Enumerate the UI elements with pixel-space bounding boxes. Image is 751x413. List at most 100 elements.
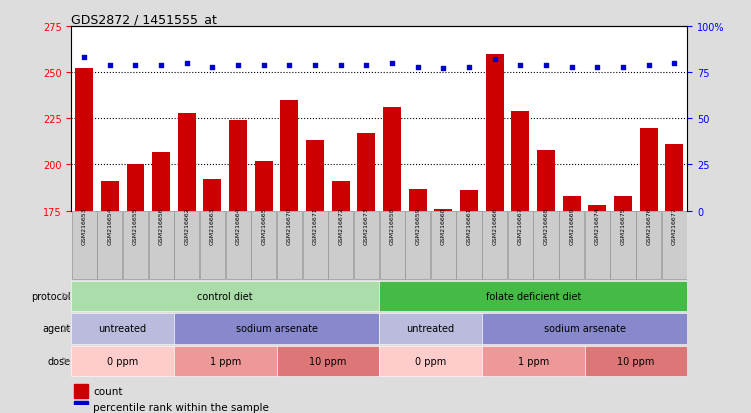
Point [386,60,398,67]
FancyBboxPatch shape [611,212,635,280]
Point [232,62,244,69]
Text: control diet: control diet [198,292,253,301]
Text: 0 ppm: 0 ppm [415,356,446,366]
FancyBboxPatch shape [457,212,481,280]
Point [643,62,655,69]
Text: GSM216663: GSM216663 [210,207,215,244]
Text: GSM216662: GSM216662 [184,207,189,244]
Point [514,62,526,69]
Text: 1 ppm: 1 ppm [210,356,241,366]
Bar [204,180,222,211]
FancyBboxPatch shape [252,212,276,280]
Text: untreated: untreated [98,324,146,334]
Point [668,60,680,67]
Text: GSM216653: GSM216653 [82,207,86,244]
Bar [74,401,88,413]
Point [181,60,193,67]
Text: 1 ppm: 1 ppm [517,356,549,366]
FancyBboxPatch shape [354,212,379,280]
Bar [409,189,427,211]
Bar [255,161,273,211]
Text: GSM216655: GSM216655 [133,207,138,244]
Bar [434,209,452,211]
FancyBboxPatch shape [636,212,661,280]
Point [617,64,629,71]
Text: folate deficient diet: folate deficient diet [486,292,581,301]
Text: GDS2872 / 1451555_at: GDS2872 / 1451555_at [71,13,217,26]
Bar [460,191,478,211]
Text: 10 ppm: 10 ppm [617,356,655,366]
Text: GSM216672: GSM216672 [338,206,343,244]
Point [412,64,424,71]
FancyBboxPatch shape [71,281,379,311]
Point [437,66,449,73]
Text: GSM216671: GSM216671 [312,207,318,244]
Point [540,62,552,69]
Text: GSM216656: GSM216656 [158,207,164,244]
FancyBboxPatch shape [379,212,405,280]
FancyBboxPatch shape [71,313,174,344]
Bar [101,182,119,211]
Text: count: count [93,386,122,396]
Point [129,62,141,69]
Bar [332,182,350,211]
Point [78,55,90,62]
FancyBboxPatch shape [482,346,584,376]
FancyBboxPatch shape [277,212,302,280]
Point [258,62,270,69]
Text: GSM216676: GSM216676 [646,207,651,244]
FancyBboxPatch shape [200,212,225,280]
Text: agent: agent [43,324,71,334]
Text: GSM216670: GSM216670 [287,207,292,244]
Text: GSM216658: GSM216658 [390,207,394,244]
FancyBboxPatch shape [149,212,173,280]
Text: GSM216669: GSM216669 [569,207,575,244]
FancyBboxPatch shape [406,212,430,280]
Bar [357,134,376,211]
Bar [229,121,247,211]
Point [360,62,372,69]
Point [463,64,475,71]
FancyBboxPatch shape [431,212,456,280]
Text: GSM216666: GSM216666 [492,207,497,244]
FancyBboxPatch shape [303,212,327,280]
Point [489,57,501,63]
Point [104,62,116,69]
Bar [306,141,324,211]
Text: GSM216664: GSM216664 [236,207,240,244]
Bar [280,101,298,211]
Point [591,64,603,71]
Bar [152,152,170,211]
Bar [486,55,504,211]
Bar [511,112,529,211]
Text: untreated: untreated [406,324,454,334]
Text: GSM216674: GSM216674 [595,206,600,244]
FancyBboxPatch shape [71,212,97,280]
Text: GSM216654: GSM216654 [107,207,113,244]
Point [155,62,167,69]
Text: dose: dose [48,356,71,366]
FancyBboxPatch shape [174,313,379,344]
Bar [383,108,401,211]
Text: percentile rank within the sample: percentile rank within the sample [93,403,269,413]
Bar [74,384,88,398]
Point [207,64,219,71]
Text: GSM216668: GSM216668 [544,207,548,244]
FancyBboxPatch shape [379,281,687,311]
Text: GSM216673: GSM216673 [364,206,369,244]
FancyBboxPatch shape [174,346,276,376]
Text: GSM216667: GSM216667 [518,207,523,244]
FancyBboxPatch shape [276,346,379,376]
Bar [178,114,196,211]
FancyBboxPatch shape [328,212,353,280]
Text: GSM216675: GSM216675 [620,207,626,244]
Bar [665,145,683,211]
Text: GSM216659: GSM216659 [415,207,421,244]
Bar [537,150,555,211]
FancyBboxPatch shape [123,212,148,280]
Text: GSM216660: GSM216660 [441,207,446,244]
FancyBboxPatch shape [482,212,507,280]
FancyBboxPatch shape [585,212,610,280]
FancyBboxPatch shape [98,212,122,280]
Text: GSM216665: GSM216665 [261,207,267,244]
